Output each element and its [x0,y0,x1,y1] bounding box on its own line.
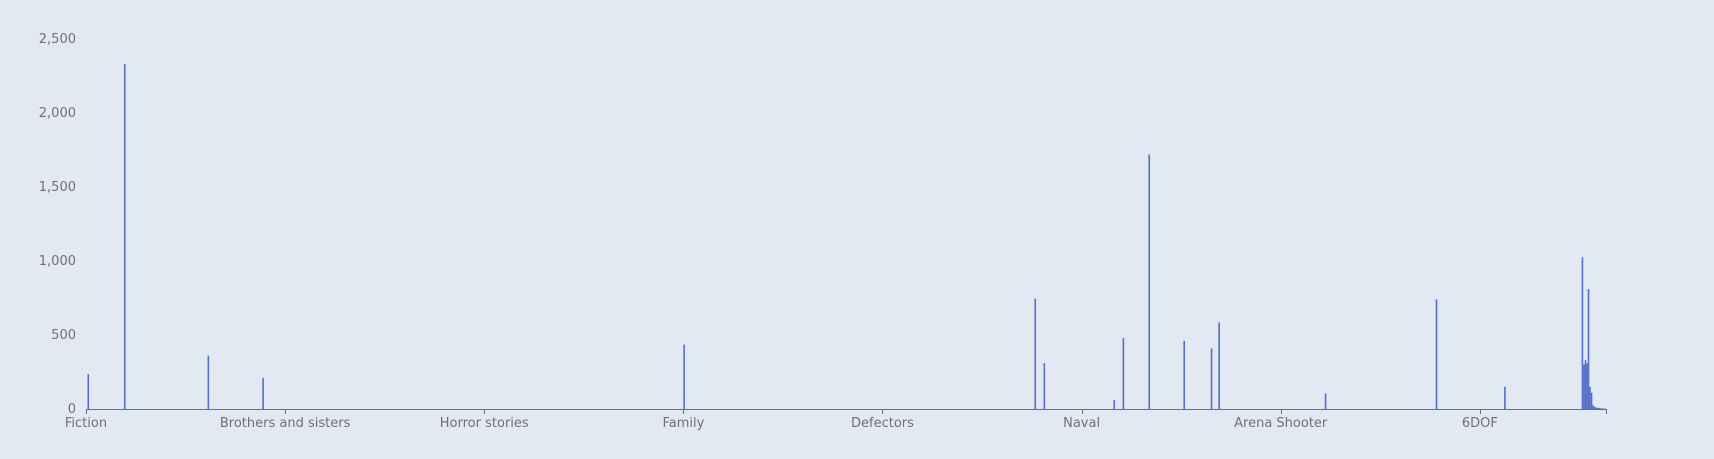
y-axis-labels: 0 500 1,000 1,500 2,000 2,500 [39,32,76,417]
x-tick-label: Brothers and sisters [220,416,351,431]
bar [207,355,210,409]
bar [1583,364,1585,409]
bar [1504,386,1506,409]
bar [1324,393,1327,409]
bar [1596,407,1599,409]
bar [123,64,126,409]
x-tick-label: Family [662,416,704,431]
y-tick-label: 500 [51,328,76,343]
bar [1122,337,1125,409]
bar [1218,322,1220,409]
bar [1183,340,1185,409]
x-tick-label: Naval [1063,416,1100,431]
bar [1590,392,1593,409]
bar [1148,154,1151,409]
bar [1599,408,1602,409]
bar [1592,405,1594,409]
x-axis: Fiction Brothers and sisters Horror storie… [65,409,1607,431]
x-tick-label: 6DOF [1462,416,1498,431]
bar [262,377,264,409]
bar [1587,289,1590,409]
y-tick-label: 0 [68,402,76,417]
bar [1604,408,1607,410]
bar [1584,360,1587,409]
x-tick-label: Fiction [65,416,107,431]
x-tick-label: Defectors [851,416,914,431]
bar [87,374,90,409]
bar [1598,408,1600,409]
y-tick-label: 2,500 [39,32,76,47]
bar [683,344,685,409]
bar [1595,407,1597,409]
bar [1589,386,1591,409]
bar [1210,348,1213,409]
bar [1034,298,1037,409]
bar [1601,408,1603,409]
x-tick-label: Horror stories [440,416,529,431]
bar [1113,400,1116,409]
y-tick-label: 1,000 [39,254,76,269]
bars [87,64,1607,410]
bar [1435,299,1438,409]
y-tick-label: 1,500 [39,180,76,195]
bar [1593,406,1596,409]
x-tick-label: Arena Shooter [1234,416,1328,431]
bar [1602,408,1605,410]
y-tick-label: 2,000 [39,106,76,121]
bar [1586,363,1588,409]
bar [1043,363,1046,409]
bar [1581,257,1584,409]
